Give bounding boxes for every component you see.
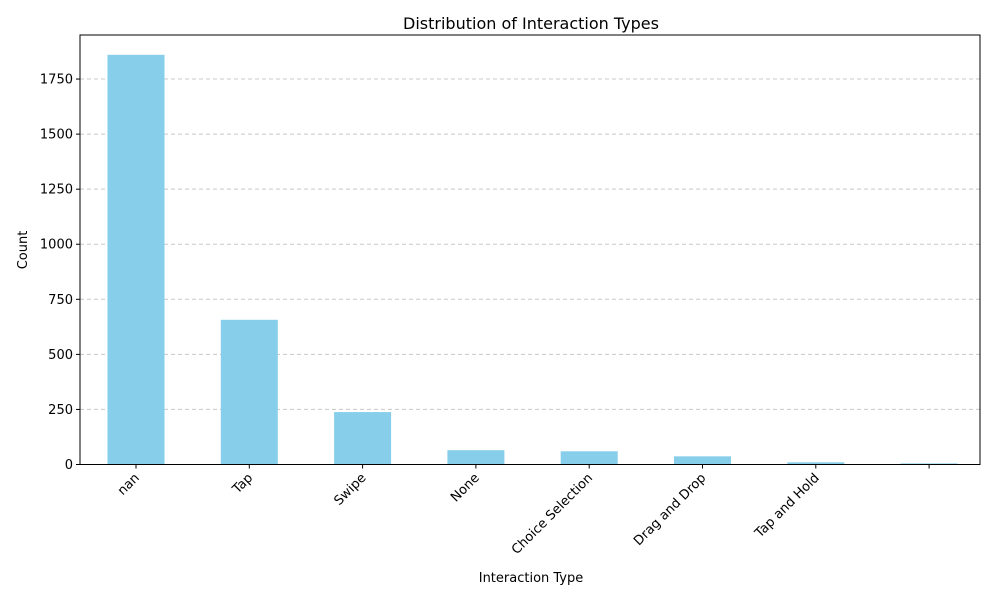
y-tick-label: 250 [48,403,73,418]
x-tick-label: Tap [229,471,256,498]
bar [560,451,618,465]
y-tick-label: 1000 [40,238,73,253]
chart-title: Distribution of Interaction Types [403,14,659,33]
y-tick-label: 500 [48,348,73,363]
bar [787,462,845,465]
bar [334,412,392,465]
bar [900,463,958,465]
x-tick-label: Drag and Drop [631,471,709,549]
x-tick-label: Swipe [331,471,369,509]
plot-frame [79,34,981,465]
y-tick-label: 750 [48,293,73,308]
bar [107,54,165,465]
x-tick-label: Tap and Hold [752,471,823,542]
y-axis-label: Count [16,231,31,270]
y-tick-label: 1500 [40,128,73,143]
x-tick-label: Choice Selection [509,471,596,558]
bar [220,319,278,465]
bar [674,456,731,465]
y-tick-label: 1750 [40,73,73,88]
x-tick-label: None [448,471,483,506]
x-tick-layer: nan Tap Swipe None Choice Selection Drag and … [115,464,930,558]
y-tick-label: 0 [65,458,73,473]
bar [447,450,505,465]
x-axis-label: Interaction Type [479,571,584,586]
grid-layer [80,78,980,410]
y-tick-label: 1250 [40,183,73,198]
x-tick-label: nan [115,471,143,499]
bar-layer [107,54,958,465]
y-tick-layer: 0 250 500 750 1000 1250 1500 1750 [40,73,80,473]
